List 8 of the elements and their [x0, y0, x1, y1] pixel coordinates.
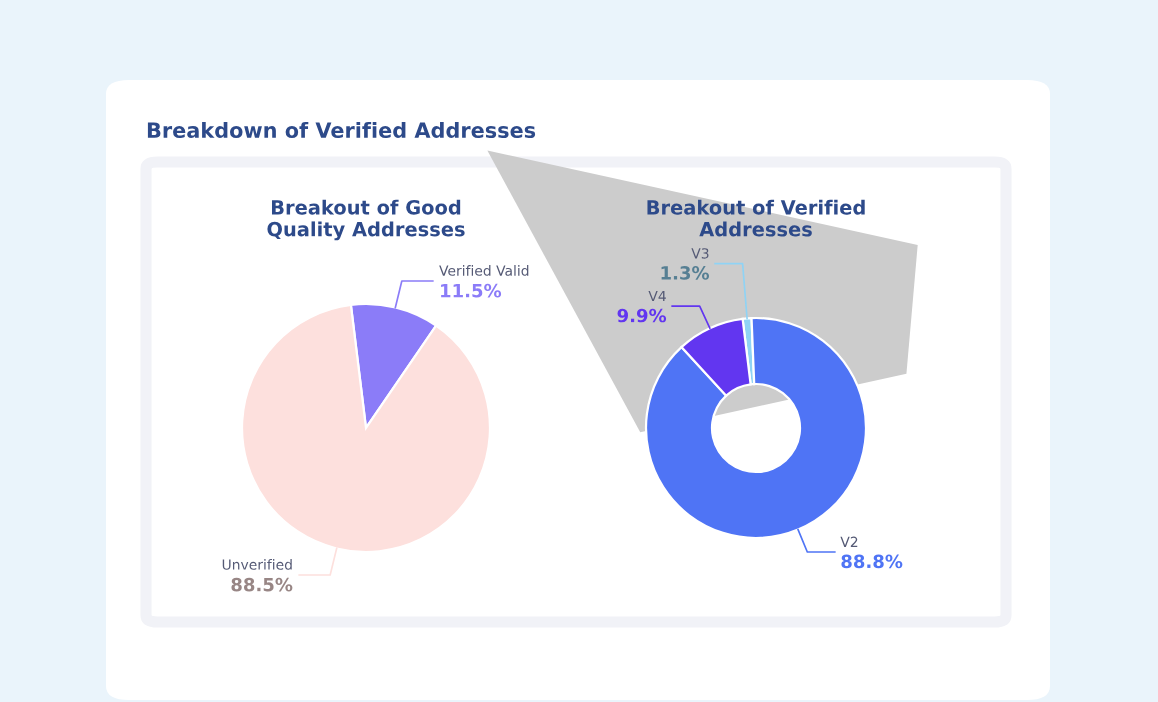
chart-title: Breakout of Verified Addresses [647, 199, 865, 237]
data-label: 1.3% [661, 266, 710, 280]
text: Breakdown of Verified Addresses [147, 121, 536, 139]
data-label: 9.9% [617, 308, 667, 323]
chart-title: Breakout of Good Quality Addresses [267, 199, 465, 241]
data-label: 88.8% [841, 554, 903, 569]
data-label: 88.5% [231, 577, 293, 592]
data-label: 11.5% [441, 283, 502, 298]
